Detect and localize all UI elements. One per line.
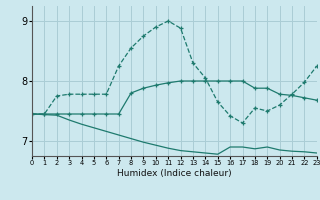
X-axis label: Humidex (Indice chaleur): Humidex (Indice chaleur) (117, 169, 232, 178)
